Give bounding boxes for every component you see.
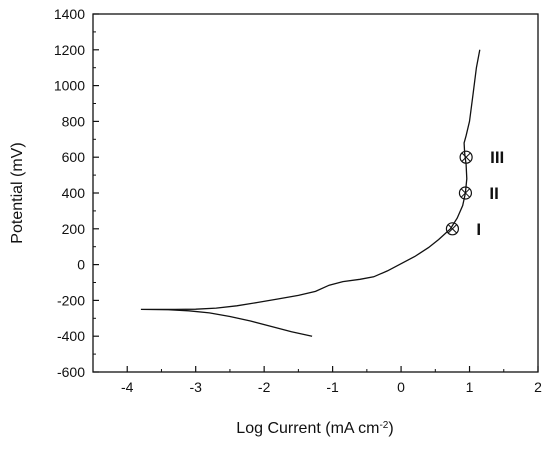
marker-i: I [445, 220, 481, 239]
x-tick-label: -4 [121, 379, 134, 395]
marker-iii: III [459, 148, 504, 167]
marker-label: III [490, 148, 504, 167]
y-tick-label: 200 [62, 221, 86, 237]
y-tick-label: 1000 [54, 78, 85, 94]
marker-circle [445, 222, 460, 236]
y-tick-label: -200 [57, 292, 85, 308]
x-tick-label: 2 [534, 379, 542, 395]
marker-ii: II [458, 184, 499, 203]
x-axis-ticks: -4 -3 -2 -1 0 1 2 [92, 366, 542, 395]
x-tick-label: -1 [326, 379, 339, 395]
y-axis-title: Potential (mV) [9, 142, 26, 243]
y-axis-ticks: -600 -400 -200 0 200 400 600 800 1000 1200 1400 [54, 6, 99, 380]
y-tick-label: 1400 [54, 6, 85, 22]
marker-cross [447, 224, 457, 234]
polarization-curve [140, 49, 481, 337]
marker-label: I [476, 220, 481, 239]
marker-cross [461, 152, 471, 162]
marker-circle [459, 150, 473, 164]
y-tick-label: 1200 [54, 42, 85, 58]
x-tick-label: 0 [397, 379, 405, 395]
y-tick-label: -600 [57, 364, 85, 380]
x-axis-title: Log Current (mA cm-2) [236, 420, 393, 438]
y-tick-label: 400 [62, 185, 86, 201]
y-tick-label: 800 [62, 113, 86, 129]
x-tick-label: 1 [466, 379, 474, 395]
y-tick-label: -400 [57, 328, 85, 344]
y-tick-label: 600 [62, 149, 86, 165]
marker-circle [458, 186, 473, 200]
y-tick-label: 0 [77, 257, 85, 273]
x-tick-label: -2 [258, 379, 271, 395]
x-tick-label: -3 [189, 379, 202, 395]
marker-label: II [489, 184, 498, 203]
marker-cross [460, 188, 470, 198]
